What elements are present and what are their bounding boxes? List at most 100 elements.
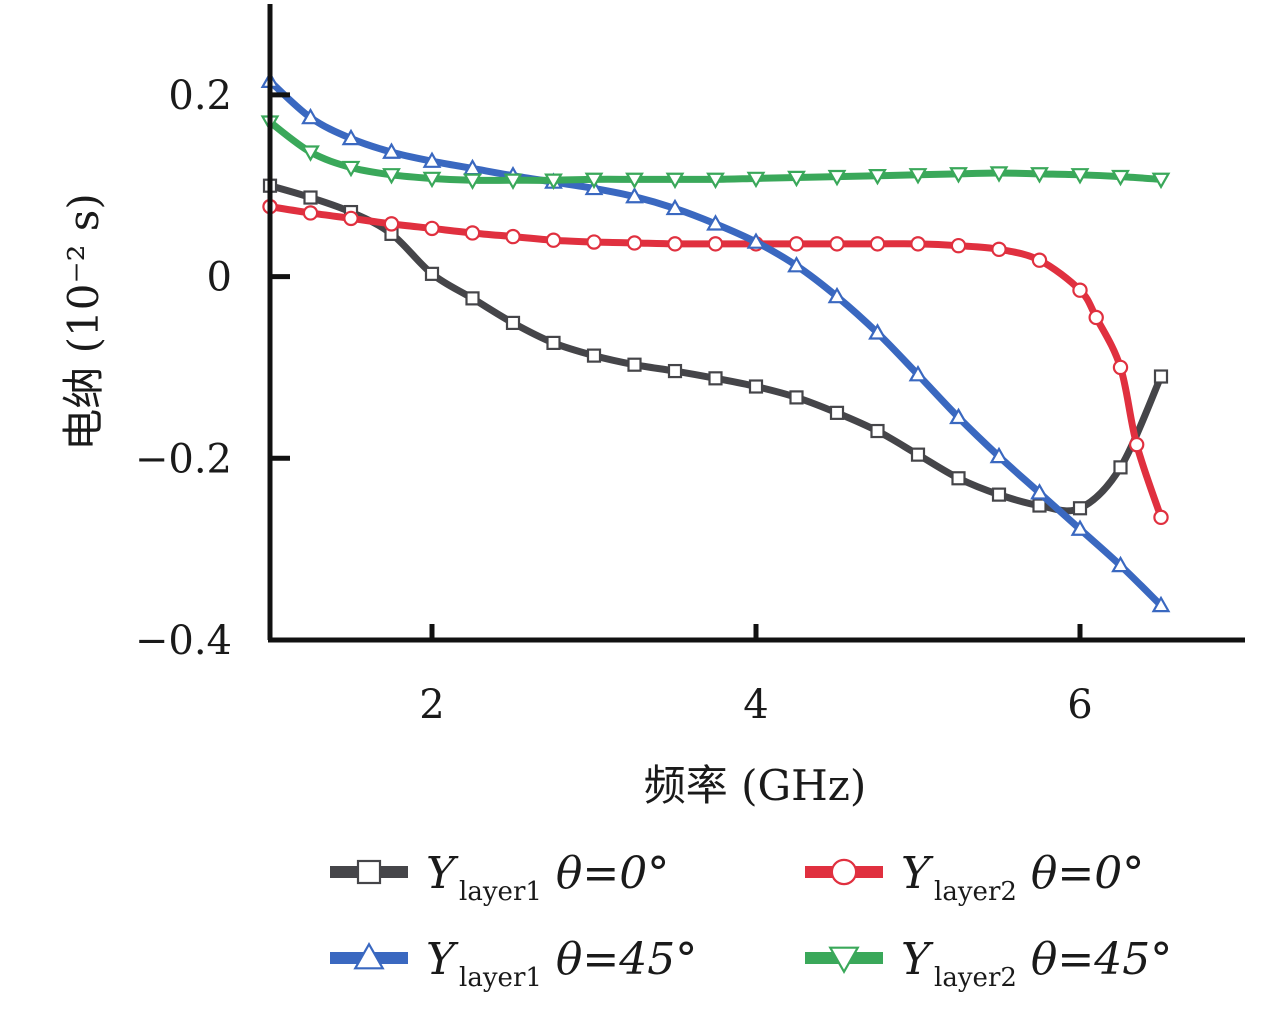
series-1-point bbox=[1153, 369, 1169, 384]
series-4-point bbox=[989, 166, 1009, 183]
series-2-point bbox=[950, 237, 967, 254]
series-1-point bbox=[1032, 498, 1047, 513]
series-1-point bbox=[910, 447, 926, 462]
ticks: 2 4 6 0.2 0 −0.2 −0.4 bbox=[135, 73, 1093, 728]
series-2-point bbox=[586, 234, 602, 250]
series-1-point bbox=[303, 190, 318, 205]
series-3-point bbox=[827, 286, 847, 304]
series-4-point bbox=[746, 171, 766, 189]
x-tick-label: 6 bbox=[1067, 682, 1092, 728]
series-2-point bbox=[424, 220, 440, 237]
series-1-point bbox=[991, 487, 1007, 502]
series-4-point bbox=[584, 172, 604, 190]
series-3-point bbox=[787, 255, 806, 273]
series-1-point bbox=[667, 363, 683, 379]
series-2-point bbox=[1031, 252, 1048, 268]
series-2-point bbox=[667, 236, 683, 252]
series-1-point bbox=[1113, 460, 1128, 475]
series-2-point bbox=[383, 216, 400, 232]
series-4-point bbox=[1070, 168, 1090, 185]
series-2-point bbox=[788, 236, 805, 252]
series-2-point bbox=[869, 236, 886, 252]
series-1-point bbox=[424, 266, 440, 281]
series-4-point bbox=[706, 172, 725, 190]
series-2-point bbox=[991, 241, 1007, 258]
series-4-point bbox=[908, 168, 928, 185]
series-3-point bbox=[706, 214, 725, 231]
series-2-point bbox=[1153, 509, 1169, 526]
series-1-point bbox=[829, 405, 845, 420]
series-1-point bbox=[505, 315, 521, 331]
series-2-point bbox=[707, 236, 724, 252]
series-2-point bbox=[1088, 309, 1104, 326]
series-4-point bbox=[382, 168, 401, 185]
series-4-point bbox=[1111, 169, 1130, 187]
series-1-point bbox=[627, 357, 642, 372]
plot-area bbox=[260, 71, 1171, 613]
series-3-point bbox=[1151, 595, 1171, 613]
y-tick-label: −0.4 bbox=[135, 618, 232, 664]
series-3-point bbox=[1070, 519, 1090, 536]
series-1-point bbox=[546, 335, 561, 350]
series-line-4 bbox=[266, 118, 1165, 184]
series-3-point bbox=[746, 232, 766, 249]
series-4-point bbox=[787, 170, 806, 188]
series-4-point bbox=[341, 160, 361, 178]
series-3-point bbox=[341, 128, 361, 146]
series-4-point bbox=[463, 173, 482, 190]
series-3-point bbox=[382, 142, 401, 159]
series-1-point bbox=[748, 379, 764, 394]
series-4-point bbox=[503, 173, 523, 190]
y-axis-title: 电纳 (10⁻² s) bbox=[59, 193, 108, 450]
series-3-point bbox=[422, 151, 442, 168]
series-4-point bbox=[1151, 172, 1171, 190]
series-1-point bbox=[870, 423, 885, 439]
series-2 bbox=[262, 198, 1169, 526]
series-2-point bbox=[464, 225, 481, 241]
series-4-point bbox=[665, 172, 685, 190]
series-3-point bbox=[1111, 555, 1130, 573]
series-line-2 bbox=[266, 203, 1165, 521]
series-2-point bbox=[302, 205, 319, 221]
series-4-point bbox=[949, 167, 968, 184]
series-4-point bbox=[544, 173, 563, 190]
series-2-point bbox=[545, 232, 562, 248]
series-2-point bbox=[1112, 359, 1129, 376]
series-4-point bbox=[422, 171, 442, 189]
series-line-3 bbox=[266, 77, 1165, 609]
series-3-point bbox=[989, 446, 1009, 464]
legend-marker bbox=[828, 946, 860, 974]
legend-marker bbox=[830, 858, 858, 886]
series-3-point bbox=[908, 364, 928, 382]
series-3-point bbox=[665, 198, 685, 216]
series-3-point bbox=[868, 323, 887, 340]
series-line-1 bbox=[266, 182, 1165, 515]
series-2-point bbox=[343, 210, 359, 227]
x-tick-label: 4 bbox=[743, 682, 768, 728]
series-2-point bbox=[505, 228, 521, 245]
series-3-point bbox=[625, 186, 644, 204]
series-3-point bbox=[301, 107, 320, 125]
series-1-point bbox=[708, 371, 723, 386]
series-2-point bbox=[1128, 436, 1145, 453]
y-tick-label: −0.2 bbox=[135, 436, 232, 482]
series-2-point bbox=[829, 236, 845, 252]
x-axis-title: 频率 (GHz) bbox=[644, 761, 866, 810]
series-4-point bbox=[301, 145, 320, 162]
legend-marker bbox=[356, 859, 382, 885]
x-tick-label: 2 bbox=[419, 682, 444, 728]
series-3 bbox=[260, 71, 1171, 613]
series-1-point bbox=[951, 471, 966, 486]
series-3-point bbox=[1030, 483, 1049, 500]
series-1-point bbox=[789, 390, 804, 405]
series-1-point bbox=[465, 291, 480, 306]
